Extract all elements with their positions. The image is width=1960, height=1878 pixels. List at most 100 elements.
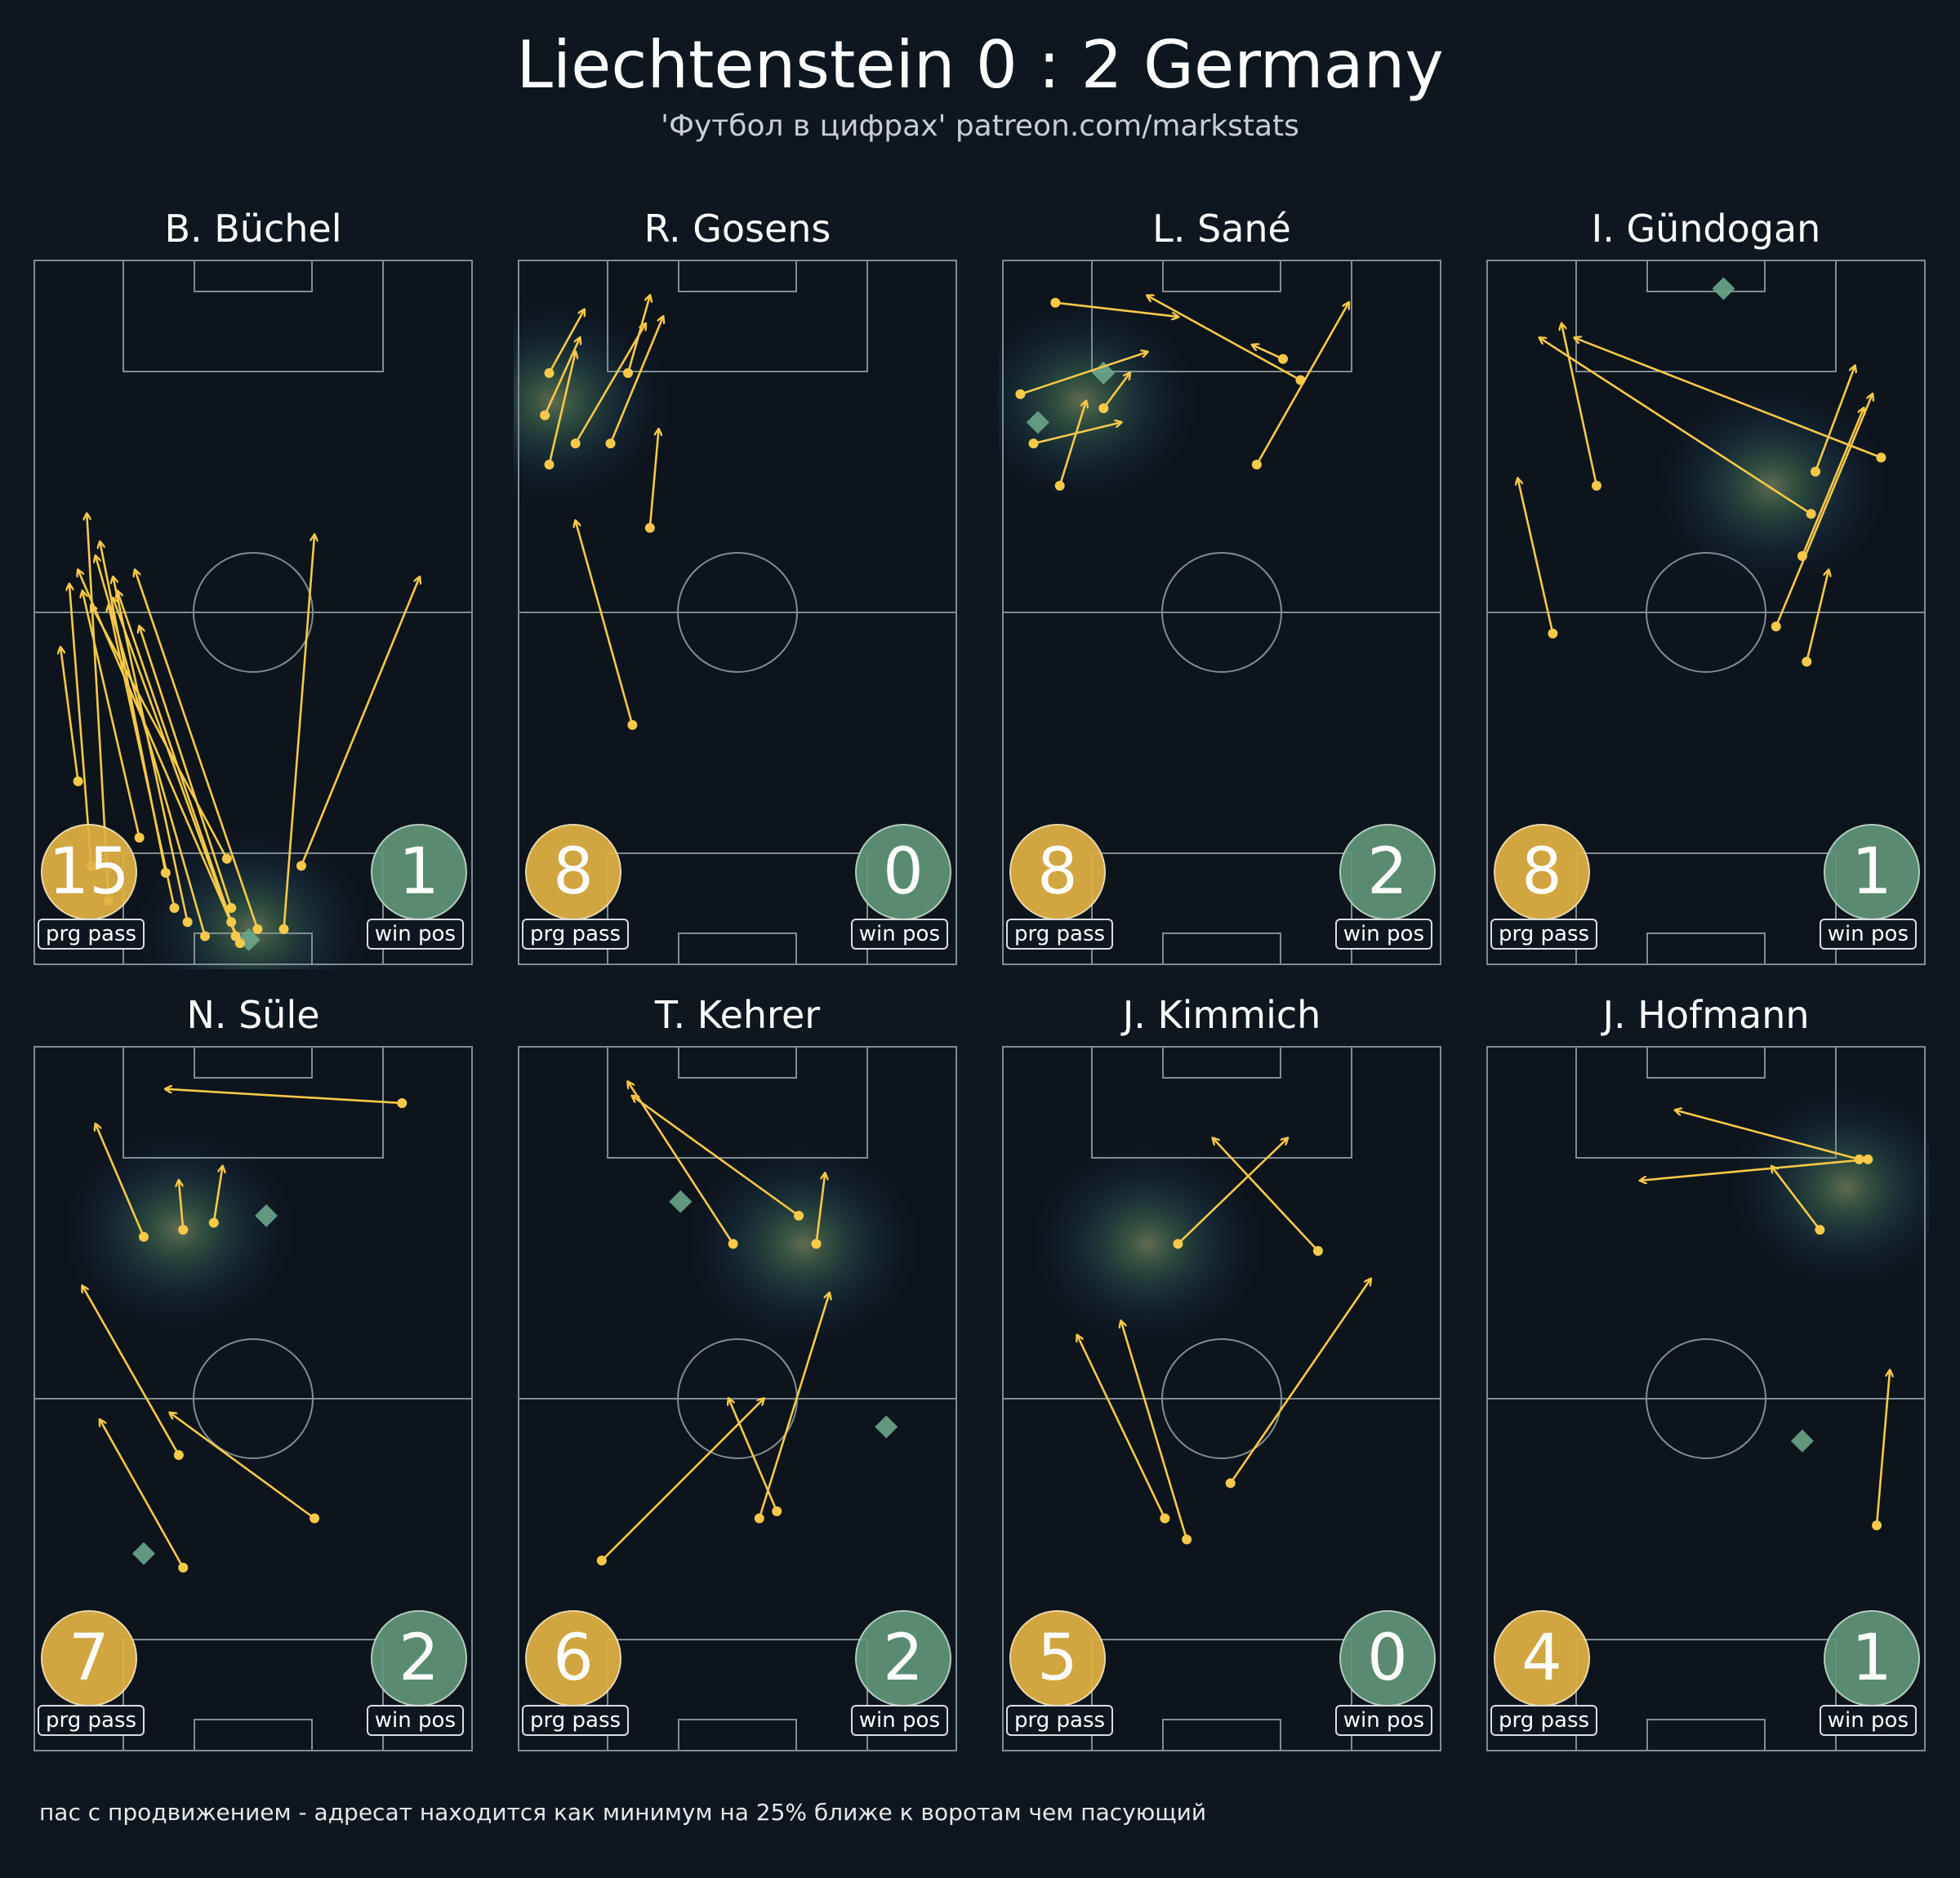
- progressive-pass: [1213, 1138, 1323, 1256]
- prg-pass-label: prg pass: [1006, 1705, 1114, 1736]
- prg-pass-count: 8: [1494, 824, 1590, 920]
- progressive-pass: [1077, 1335, 1170, 1524]
- player-panel: B. Büchel 15 1 prg pass win pos: [29, 200, 477, 969]
- player-panel: L. Sané 8 2 prg pass win pos: [998, 200, 1446, 965]
- progressive-pass: [1575, 338, 1886, 463]
- player-name: N. Süle: [186, 993, 320, 1037]
- progressive-pass: [178, 1181, 189, 1235]
- win-pos-label: win pos: [1334, 919, 1432, 950]
- progressive-pass: [1121, 1321, 1192, 1545]
- pitch-lines: [1486, 260, 1926, 965]
- prg-pass-count: 8: [1009, 824, 1106, 920]
- progressive-pass: [1098, 373, 1129, 414]
- win-position-marker: [669, 1190, 693, 1213]
- heat-blob: [680, 1137, 926, 1351]
- pitch-lines: [1002, 260, 1441, 965]
- prg-pass-count: 15: [41, 824, 137, 920]
- player-panel: R. Gosens 8 0 prg pass win pos: [514, 200, 961, 965]
- player-name: T. Kehrer: [654, 993, 821, 1037]
- progressive-pass: [135, 570, 263, 934]
- progressive-pass: [1518, 478, 1558, 639]
- prg-pass-label: prg pass: [1490, 1705, 1598, 1736]
- progressive-pass: [1173, 1138, 1287, 1249]
- progressive-pass: [208, 1167, 223, 1228]
- win-position-marker: [1790, 1429, 1814, 1453]
- win-pos-count: 1: [371, 824, 467, 920]
- player-panel: J. Kimmich 5 0 prg pass win pos: [998, 986, 1446, 1751]
- win-position-marker: [255, 1204, 278, 1227]
- progressive-pass: [140, 626, 237, 914]
- pitch-lines: [518, 1046, 957, 1751]
- win-pos-count: 2: [855, 1610, 951, 1707]
- win-pos-label: win pos: [366, 1705, 464, 1736]
- progressive-pass: [605, 317, 663, 449]
- win-pos-count: 2: [1339, 824, 1436, 920]
- progressive-pass: [1771, 1167, 1825, 1235]
- progressive-pass: [170, 1413, 320, 1524]
- player-panel: I. Gündogan 8 1 prg pass win pos: [1482, 200, 1930, 965]
- progressive-pass: [1872, 1371, 1890, 1531]
- prg-pass-count: 6: [525, 1610, 621, 1707]
- win-pos-count: 1: [1824, 824, 1920, 920]
- progressive-pass: [1147, 296, 1306, 385]
- player-name: L. Sané: [1152, 207, 1291, 251]
- footnote: пас с продвижением - адресат находится к…: [39, 1799, 1207, 1826]
- progressive-pass: [1050, 297, 1178, 317]
- win-pos-label: win pos: [1819, 919, 1917, 950]
- heat-blob: [998, 295, 1205, 508]
- win-pos-count: 0: [855, 824, 951, 920]
- win-position-marker: [132, 1542, 155, 1565]
- progressive-pass: [644, 429, 659, 533]
- progressive-pass: [78, 570, 245, 949]
- progressive-pass: [82, 1286, 184, 1460]
- match-title: Liechtenstein 0 : 2 Germany: [516, 27, 1444, 103]
- heat-blob: [1723, 1081, 1930, 1294]
- prg-pass-count: 4: [1494, 1610, 1590, 1707]
- prg-pass-count: 7: [41, 1610, 137, 1707]
- progressive-pass: [1771, 394, 1873, 632]
- prg-pass-label: prg pass: [522, 919, 630, 950]
- pitch-lines: [33, 1046, 473, 1751]
- progressive-pass: [96, 556, 211, 941]
- progressive-pass: [811, 1173, 825, 1249]
- progressive-pass: [109, 605, 180, 914]
- source-subtitle: 'Футбол в цифрах' patreon.com/markstats: [661, 109, 1299, 143]
- progressive-pass: [100, 1420, 189, 1573]
- win-pos-label: win pos: [366, 919, 464, 950]
- win-position-marker: [1026, 411, 1049, 434]
- progressive-pass: [1225, 1279, 1371, 1489]
- prg-pass-count: 5: [1009, 1610, 1106, 1707]
- progressive-pass: [96, 1124, 149, 1242]
- progressive-pass: [570, 324, 646, 449]
- progressive-pass: [166, 1089, 408, 1108]
- win-pos-count: 1: [1824, 1610, 1920, 1707]
- progressive-pass: [91, 605, 232, 864]
- prg-pass-count: 8: [525, 824, 621, 920]
- player-panel: N. Süle 7 2 prg pass win pos: [29, 986, 477, 1751]
- progressive-pass: [544, 309, 585, 378]
- progressive-pass: [1641, 1154, 1873, 1181]
- heat-blob: [131, 822, 376, 969]
- win-position-marker: [875, 1415, 898, 1439]
- progressive-pass: [632, 1096, 804, 1221]
- progressive-pass: [628, 1082, 738, 1249]
- progressive-pass: [1253, 345, 1289, 364]
- progressive-pass: [296, 577, 420, 871]
- progressive-pass: [1015, 352, 1147, 399]
- progressive-pass: [623, 296, 650, 378]
- player-name: I. Gündogan: [1591, 207, 1821, 251]
- win-pos-label: win pos: [850, 1705, 948, 1736]
- progressive-pass: [1539, 338, 1816, 519]
- pitch-lines: [518, 260, 957, 965]
- win-pos-label: win pos: [1334, 1705, 1432, 1736]
- win-pos-label: win pos: [850, 919, 948, 950]
- player-name: B. Büchel: [164, 207, 342, 251]
- pitch-lines: [33, 260, 473, 965]
- progressive-pass: [1811, 366, 1855, 477]
- progressive-pass: [60, 648, 83, 786]
- win-pos-count: 0: [1339, 1610, 1436, 1707]
- progressive-pass: [1054, 401, 1086, 491]
- progressive-pass: [544, 352, 576, 470]
- prg-pass-label: prg pass: [1490, 919, 1598, 950]
